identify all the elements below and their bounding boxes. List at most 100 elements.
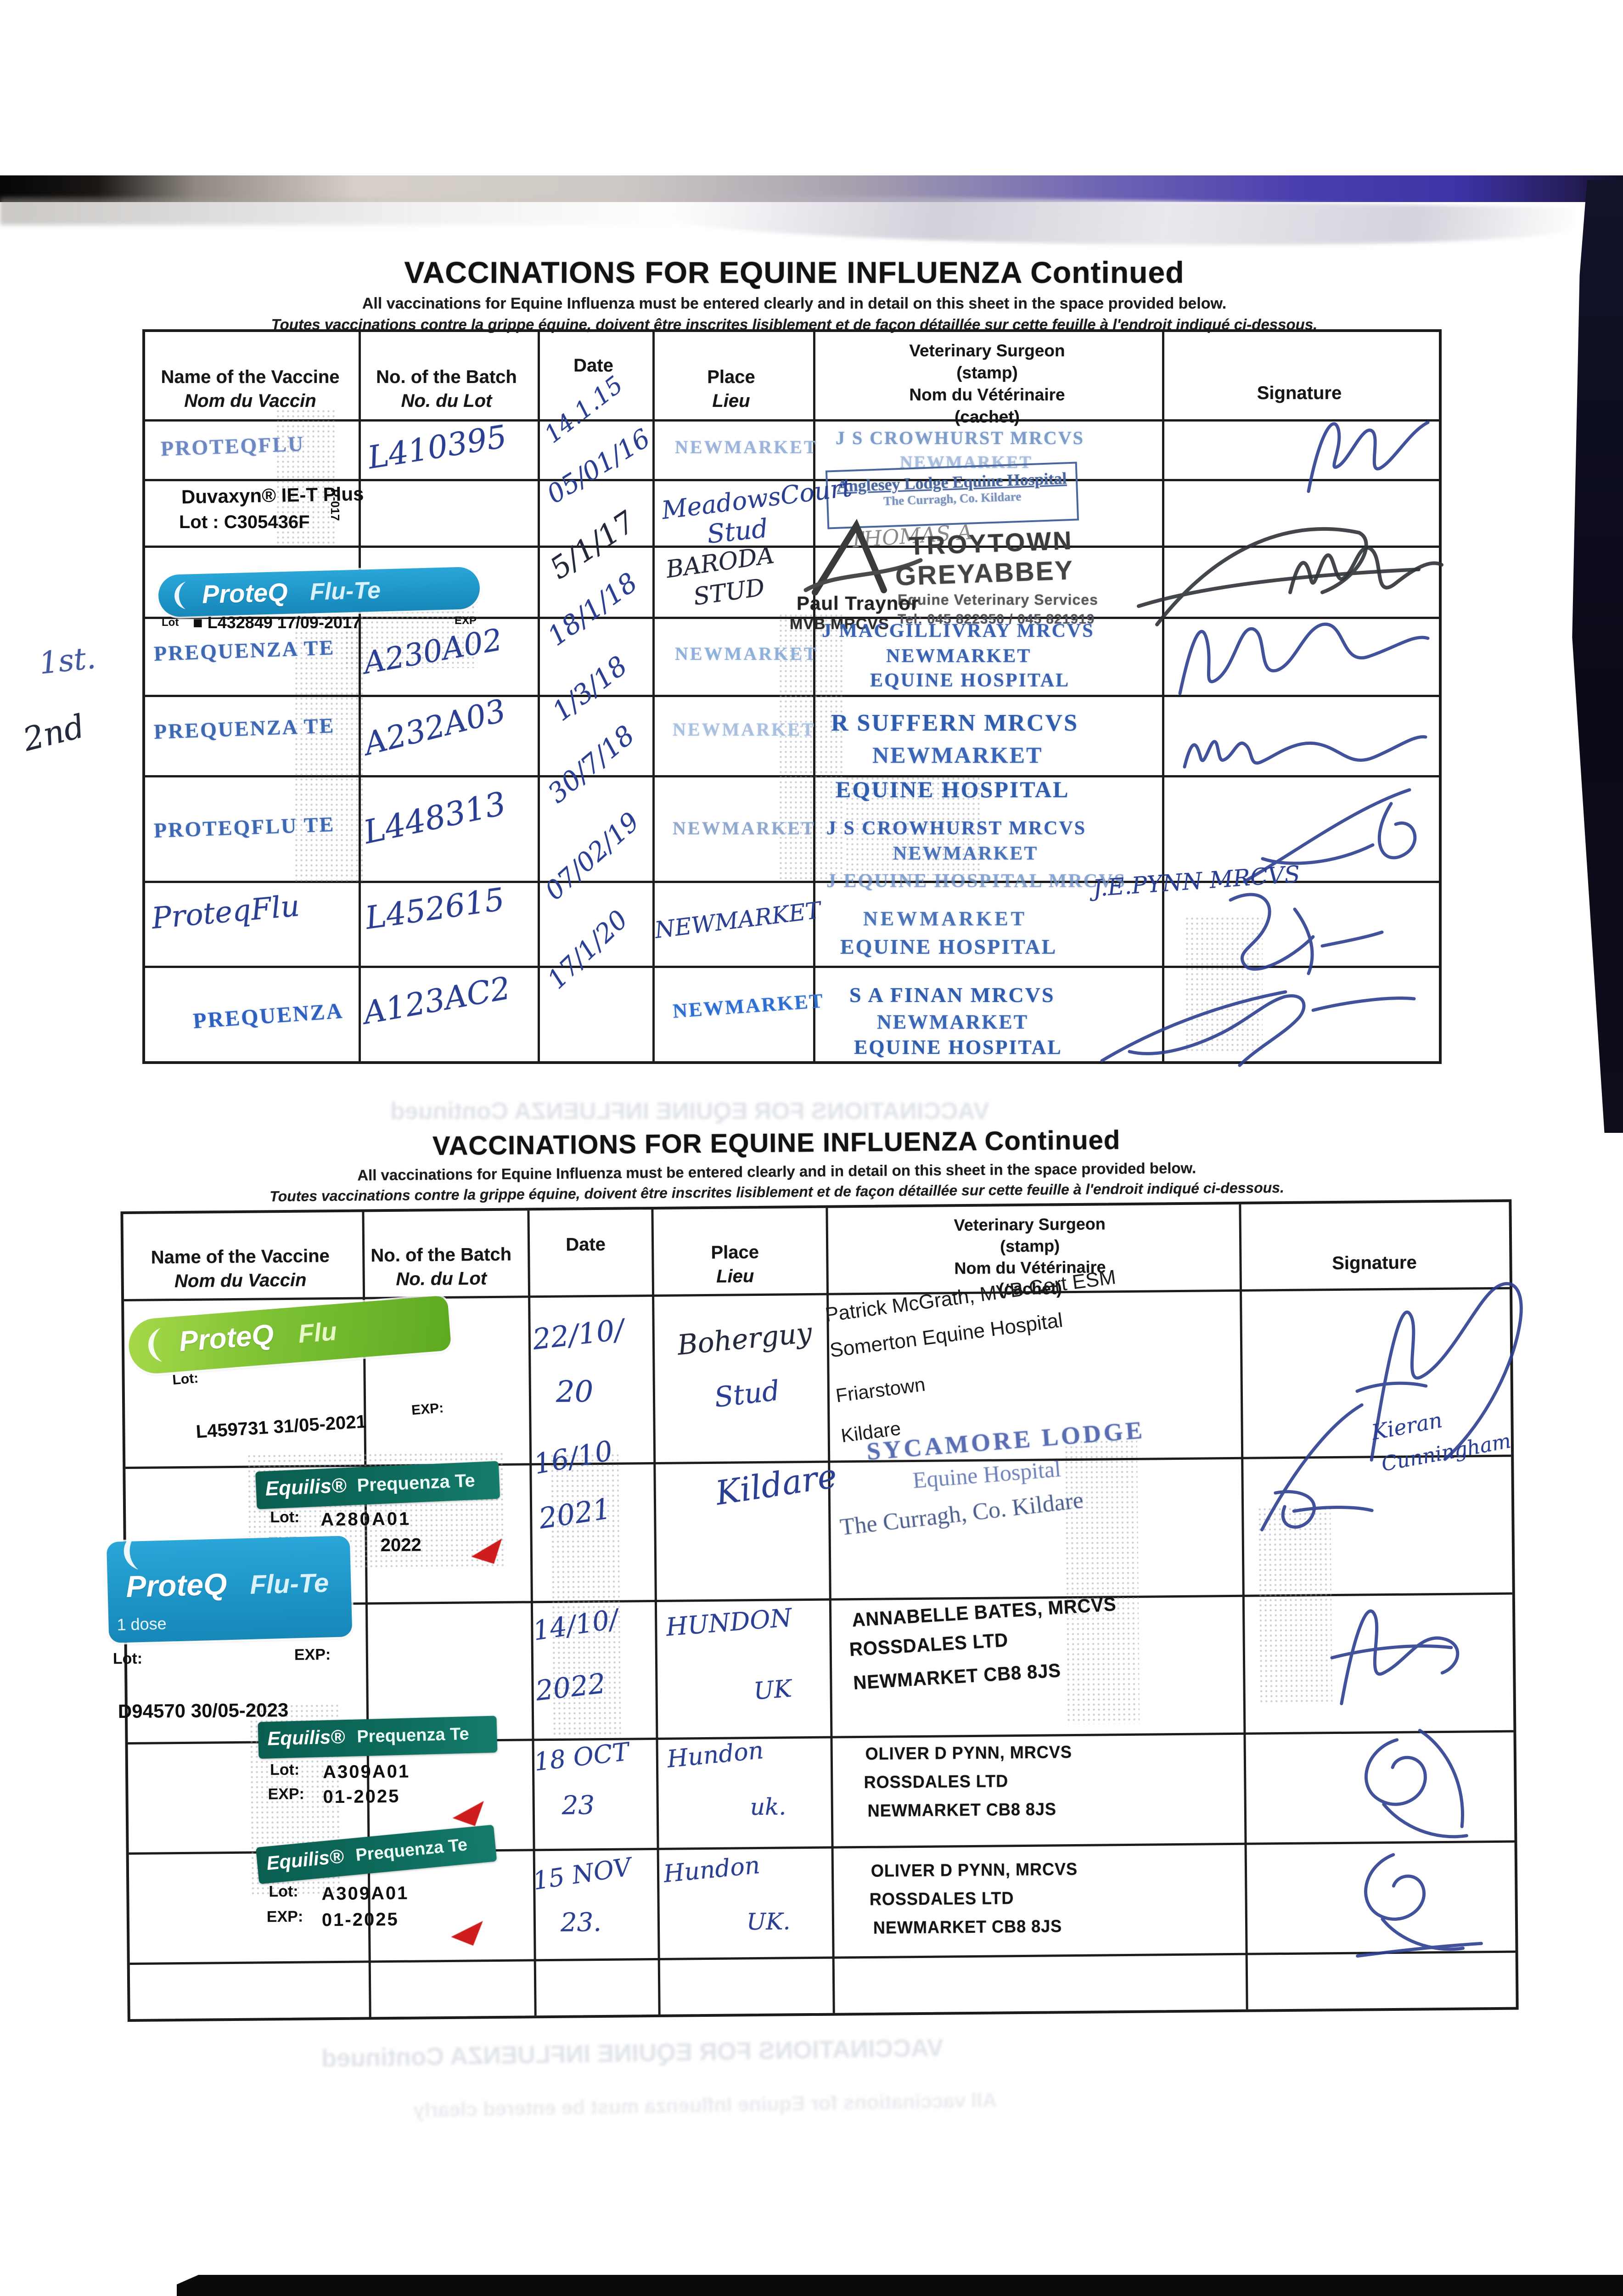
t1r1-signature-scrawl xyxy=(1307,421,1430,493)
pynn-stamp-r4-line3: NEWMARKET CB8 8JS xyxy=(867,1800,1057,1821)
proteq-flu-green-sticker: ProteQ Flu xyxy=(127,1295,452,1376)
proteq-flute-big-sticker: ProteQ Flu-Te 1 dose xyxy=(106,1532,353,1643)
t1r7-signature-scrawl xyxy=(1229,893,1384,975)
t2r1-exp-label: EXP: xyxy=(410,1400,444,1418)
t2r4-place-handwriting-2: uk. xyxy=(750,1793,786,1821)
t2-header-batch: No. of the Batch No. du Lot xyxy=(371,1244,512,1289)
t1r5-vet-stamp-line1: R SUFFERN MRCVS xyxy=(831,710,1078,736)
t2r5-exp-value: 01-2025 xyxy=(321,1909,399,1930)
t2r1-lot-label: Lot: xyxy=(172,1370,199,1388)
t1r7-vet-stamp-line1: NEWMARKET xyxy=(863,907,1028,930)
t2r4-signature-scrawl xyxy=(1365,1728,1468,1839)
t2r5-lot-number: A309A01 xyxy=(321,1883,409,1904)
sticker-suffix-text: Flu-Te xyxy=(249,1568,329,1600)
t2r4-lot-label: Lot: xyxy=(270,1761,300,1779)
equilis-brand-text: Equilis® xyxy=(267,1726,345,1750)
photo-bottom-bar xyxy=(177,2275,1623,2296)
col-sep xyxy=(651,1209,661,2015)
t1r5-vet-stamp-line2: NEWMARKET xyxy=(872,742,1043,768)
col-sep xyxy=(1239,1204,1248,2009)
t2r3-lot-number: D94570 30/05-2023 xyxy=(118,1699,289,1722)
t2r1-date-handwriting-2: 20 xyxy=(556,1375,594,1409)
t1r6-signature-scrawl xyxy=(1242,788,1417,884)
vaccination-table-1 xyxy=(142,329,1442,1064)
t2r5-lot-label: Lot: xyxy=(269,1882,298,1901)
t1-header-batch: No. of the Batch No. du Lot xyxy=(376,367,517,411)
t2r4-exp-value: 01-2025 xyxy=(323,1786,400,1807)
t1r5-signature-scrawl xyxy=(1183,735,1427,769)
t2-header-place: Place Lieu xyxy=(711,1242,759,1287)
sticker-suffix-text: Flu xyxy=(297,1316,338,1349)
t1r6-vet-stamp-line1: J S CROWHURST MRCVS xyxy=(826,818,1087,839)
t2r3-exp-label: EXP: xyxy=(294,1646,331,1664)
sheet1-subtitle-en: All vaccinations for Equine Influenza mu… xyxy=(362,295,1227,312)
pynn-stamp-r4-line1: OLIVER D PYNN, MRCVS xyxy=(865,1743,1073,1764)
troytown-stamp-line3: Equine Veterinary Services xyxy=(898,591,1098,608)
t2r4-exp-label: EXP: xyxy=(268,1785,305,1803)
t2r3-place-handwriting-2: UK xyxy=(753,1675,793,1705)
sticker-brand-text: ProteQ xyxy=(178,1318,275,1358)
t2-header-vaccine: Name of the Vaccine Nom du Vaccin xyxy=(151,1246,330,1292)
t2r5-exp-label: EXP: xyxy=(266,1908,303,1926)
sheet-1: VACCINATIONS FOR EQUINE INFLUENZA Contin… xyxy=(0,0,1623,1134)
t1r4-vet-stamp-line2: NEWMARKET xyxy=(886,646,1032,667)
page-edge-reflection-left xyxy=(0,197,689,225)
troytown-a-logo xyxy=(803,518,923,596)
t1r5-vet-stamp-line3: EQUINE HOSPITAL xyxy=(836,777,1070,802)
row-sep xyxy=(145,966,1439,968)
proteq-flute-sticker: ProteQ Flu-Te xyxy=(157,566,481,618)
troytown-stamp-line4: Tel: 045 822350 / 045 821919 xyxy=(898,612,1095,627)
t2r3-signature-scrawl xyxy=(1330,1609,1460,1705)
proteq-flute-exp-label: EXP xyxy=(455,614,477,627)
proteq-swoosh-icon xyxy=(124,1532,139,1570)
whiteout-dots xyxy=(845,776,983,879)
pynn-stamp-r5-line3: NEWMARKET CB8 8JS xyxy=(873,1917,1062,1938)
duvaxyn-sticker-lot: Lot : C305436F xyxy=(179,512,310,532)
sticker-dose-text: 1 dose xyxy=(117,1614,167,1634)
t2r2-signature-scrawl xyxy=(1260,1403,1374,1531)
t2-header-date: Date xyxy=(566,1234,606,1255)
t1r5-place-stamp: NEWMARKET xyxy=(673,719,816,740)
t2r4-lot-number: A309A01 xyxy=(322,1761,410,1783)
paul-traynor-title: MVB MRCVS xyxy=(790,615,889,633)
t2r2-lot-label: Lot: xyxy=(270,1508,300,1526)
t1r8-vet-stamp-line3: EQUINE HOSPITAL xyxy=(854,1036,1062,1058)
t2r2-exp-value: 2022 xyxy=(380,1535,421,1556)
t1-header-date: Date xyxy=(573,355,613,376)
t1r1-vet-stamp-line2: NEWMARKET xyxy=(900,453,1033,472)
t1-header-vaccine: Name of the Vaccine Nom du Vaccin xyxy=(161,367,340,411)
t2r1-signature-scrawl xyxy=(1355,1282,1523,1462)
t1r4-place-stamp: NEWMARKET xyxy=(675,643,818,664)
row-sep xyxy=(145,479,1439,481)
t1r4-vet-stamp-line3: EQUINE HOSPITAL xyxy=(870,670,1070,691)
t2r4-date-handwriting-2: 23 xyxy=(562,1790,595,1821)
proteq-flute-lot-label: Lot xyxy=(162,616,179,629)
t1-header-signature: Signature xyxy=(1257,383,1342,403)
equilis-sticker-r4: Equilis® Prequenza Te xyxy=(258,1716,498,1759)
t1r1-vet-stamp-line1: J S CROWHURST MRCVS xyxy=(836,428,1084,448)
proteq-swoosh-icon xyxy=(174,581,186,609)
t2r5-signature-scrawl xyxy=(1356,1853,1483,1958)
paul-traynor-name: Paul Traynor xyxy=(797,592,919,614)
sticker-brand-text: ProteQ xyxy=(125,1567,228,1604)
t1-header-vet: Veterinary Surgeon (stamp) Nom du Vétérin… xyxy=(909,341,1065,427)
t2r5-place-handwriting-2: UK. xyxy=(746,1908,791,1936)
proteq-flute-lot: ■ L432849 17/09-2017 xyxy=(193,613,361,632)
t1r7-vet-ghost-stamp: J EQUINE HOSPITAL MRCVS xyxy=(826,871,1126,892)
t1r4-vet-stamp-line1: J MACGILLIVRAY MRCVS xyxy=(822,620,1095,642)
equilis-suffix-text: Prequenza Te xyxy=(356,1724,470,1747)
equilis-suffix-text: Prequenza Te xyxy=(356,1470,476,1496)
t1r1-place-stamp: NEWMARKET xyxy=(675,437,818,457)
pynn-stamp-r5-line2: ROSSDALES LTD xyxy=(869,1889,1014,1909)
row-sep xyxy=(145,546,1439,548)
pynn-stamp-r5-line1: OLIVER D PYNN, MRCVS xyxy=(870,1859,1078,1881)
t1r8-vet-stamp-line2: NEWMARKET xyxy=(877,1011,1029,1033)
whiteout-dots xyxy=(1063,1439,1140,1725)
sheet1-title: VACCINATIONS FOR EQUINE INFLUENZA Contin… xyxy=(404,255,1185,289)
t1r3-signature-scrawl xyxy=(1137,527,1421,626)
t1r8-vet-stamp-line1: S A FINAN MRCVS xyxy=(849,983,1055,1007)
t2r2-lot-number: A280A01 xyxy=(320,1508,411,1530)
pynn-stamp-r4-line2: ROSSDALES LTD xyxy=(864,1772,1009,1793)
